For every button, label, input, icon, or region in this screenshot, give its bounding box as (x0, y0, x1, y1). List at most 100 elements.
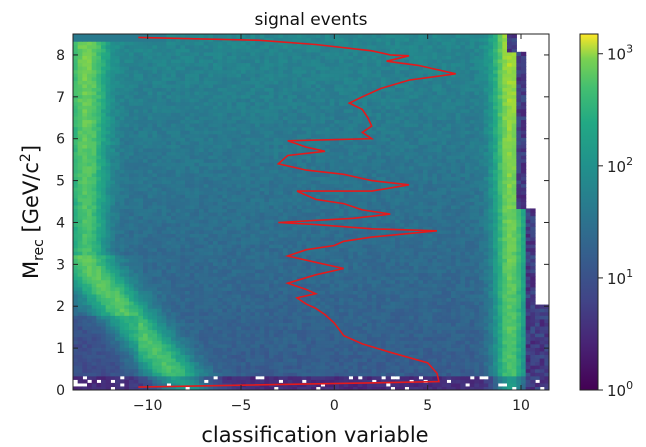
heatmap-cell (161, 347, 167, 352)
heatmap-cell (297, 372, 303, 377)
heatmap-cell (199, 279, 205, 284)
heatmap-cell (399, 268, 405, 274)
heatmap-cell (446, 354, 452, 359)
heatmap-cell (311, 386, 317, 390)
heatmap-cell (297, 329, 303, 334)
heatmap-cell (320, 301, 326, 306)
heatmap-cell (166, 222, 172, 227)
heatmap-cell (297, 215, 303, 220)
heatmap-cell (413, 268, 419, 274)
heatmap-cell (357, 268, 363, 274)
heatmap-cell (371, 236, 377, 242)
heatmap-cell (376, 311, 382, 316)
heatmap-cell (143, 329, 149, 334)
heatmap-cell (511, 304, 517, 309)
heatmap-cell (474, 279, 480, 284)
heatmap-cell (101, 379, 107, 384)
heatmap-cell (376, 251, 382, 256)
heatmap-cell (525, 222, 531, 227)
heatmap-cell (255, 343, 261, 348)
heatmap-cell (511, 290, 517, 295)
heatmap-cell (381, 222, 387, 227)
heatmap-cell (521, 372, 527, 377)
heatmap-cell (199, 244, 205, 249)
heatmap-cell (129, 343, 135, 348)
heatmap-cell (469, 368, 475, 373)
heatmap-cell (320, 279, 326, 284)
heatmap-cell (189, 347, 195, 352)
heatmap-cell (311, 229, 317, 234)
heatmap-cell (301, 329, 307, 334)
heatmap-cell (292, 333, 298, 338)
heatmap-cell (446, 372, 452, 377)
heatmap-cell (82, 308, 88, 313)
heatmap-cell (460, 315, 466, 320)
heatmap-cell (455, 279, 461, 284)
heatmap-cell (525, 226, 531, 231)
heatmap-cell (479, 258, 485, 263)
heatmap-cell (189, 226, 195, 231)
heatmap-cell (255, 212, 261, 217)
heatmap-cell (87, 233, 93, 238)
heatmap-cell (264, 308, 270, 313)
heatmap-cell (180, 357, 186, 363)
heatmap-cell (283, 293, 289, 299)
heatmap-cell (469, 240, 475, 245)
heatmap-cell (255, 222, 261, 227)
heatmap-cell (423, 233, 429, 238)
heatmap-cell (77, 222, 83, 227)
heatmap-cell (236, 368, 242, 373)
heatmap-cell (185, 215, 191, 220)
heatmap-cell (516, 226, 522, 231)
heatmap-cell (283, 354, 289, 359)
heatmap-cell (339, 279, 345, 284)
heatmap-cell (390, 301, 396, 306)
heatmap-cell (96, 229, 102, 234)
heatmap-cell (357, 265, 363, 270)
heatmap-cell (423, 254, 429, 259)
heatmap-cell (96, 297, 102, 302)
heatmap-cell (320, 254, 326, 259)
heatmap-cell (348, 254, 354, 259)
heatmap-cell (413, 283, 419, 288)
heatmap-cell (367, 325, 373, 331)
heatmap-cell (437, 276, 443, 281)
heatmap-cell (157, 272, 163, 277)
heatmap-cell (82, 240, 88, 245)
heatmap-cell (441, 386, 447, 390)
heatmap-cell (395, 304, 401, 309)
heatmap-cell (315, 311, 321, 316)
heatmap-cell (371, 212, 377, 217)
heatmap-cell (511, 301, 517, 306)
heatmap-cell (194, 233, 200, 238)
heatmap-cell (297, 283, 303, 288)
heatmap-cell (539, 354, 545, 359)
heatmap-cell (544, 322, 549, 327)
heatmap-cell (227, 276, 233, 281)
heatmap-cell (451, 265, 457, 270)
heatmap-cell (175, 322, 181, 327)
heatmap-cell (157, 222, 163, 227)
heatmap-cell (185, 258, 191, 263)
heatmap-cell (525, 361, 531, 366)
heatmap-cell (124, 233, 130, 238)
heatmap-cell (348, 276, 354, 281)
heatmap-cell (180, 343, 186, 348)
heatmap-cell (479, 340, 485, 345)
heatmap-cell (483, 301, 489, 306)
heatmap-cell (325, 236, 331, 242)
heatmap-cell (339, 361, 345, 366)
heatmap-cell (362, 372, 368, 377)
heatmap-cell (175, 244, 181, 249)
heatmap-cell (222, 354, 228, 359)
heatmap-cell (231, 212, 237, 217)
heatmap-cell (91, 222, 97, 227)
heatmap-cell (157, 215, 163, 220)
heatmap-cell (385, 226, 391, 231)
heatmap-cell (348, 308, 354, 313)
heatmap-cell (180, 347, 186, 352)
heatmap-cell (343, 258, 349, 263)
heatmap-cell (175, 308, 181, 313)
heatmap-cell (264, 229, 270, 234)
heatmap-cell (157, 375, 163, 380)
